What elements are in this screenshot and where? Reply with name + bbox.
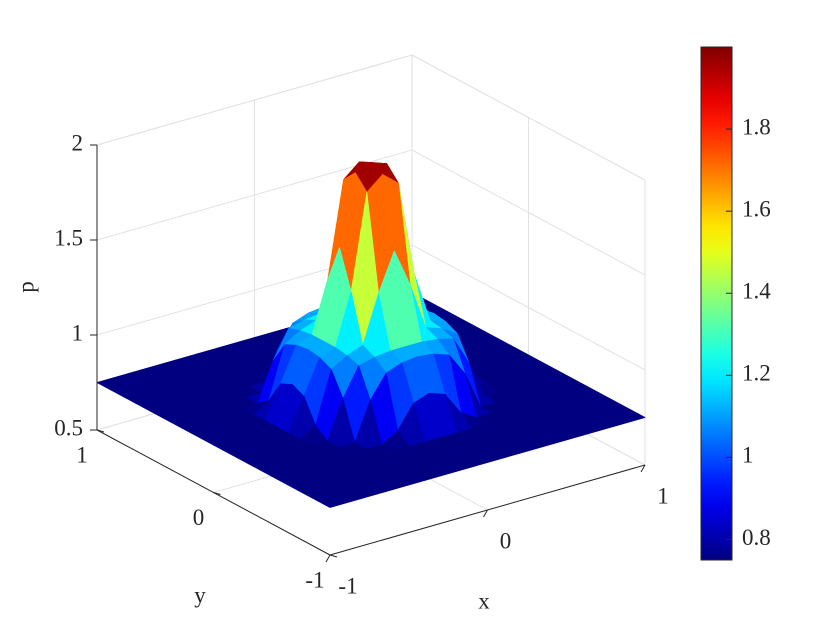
surface-face (317, 496, 347, 508)
colorbar-tick-label: 1 (742, 443, 754, 468)
z-tick-label: 2 (72, 130, 84, 155)
x-tick (325, 554, 331, 563)
y-tick (213, 492, 221, 495)
colorbar-tick-label: 1.4 (742, 279, 771, 304)
y-tick-label: 1 (76, 442, 88, 467)
x-axis-label: x (478, 588, 490, 613)
y-tick-label: 0 (193, 505, 205, 530)
y-tick (329, 554, 338, 558)
surface (96, 161, 646, 508)
grid-line (96, 149, 646, 276)
grid-line (96, 244, 646, 371)
y-tick-label: -1 (305, 567, 324, 592)
z-tick-label: 0.5 (54, 415, 83, 440)
colorbar-tick-label: 1.8 (742, 114, 771, 139)
colorbar-tick-label: 0.8 (742, 525, 771, 550)
colorbar-tick-label: 1.2 (742, 361, 771, 386)
colorbar: 0.8 1 1.2 1.4 1.6 1.8 (700, 46, 771, 561)
z-tick-label: 1 (72, 320, 84, 345)
x-tick-label: 1 (657, 483, 669, 508)
x-tick-label: -1 (338, 573, 357, 598)
x-tick-label: 0 (500, 528, 512, 553)
y-tick (96, 429, 105, 433)
y-axis-label: y (194, 582, 206, 607)
colorbar-scale (700, 46, 733, 561)
box-edge (96, 54, 646, 181)
z-tick-label: 1.5 (54, 225, 83, 250)
x-tick (640, 464, 646, 473)
z-axis-label: p (13, 281, 38, 293)
colorbar-tick-label: 1.6 (742, 196, 771, 221)
x-tick (483, 509, 488, 518)
